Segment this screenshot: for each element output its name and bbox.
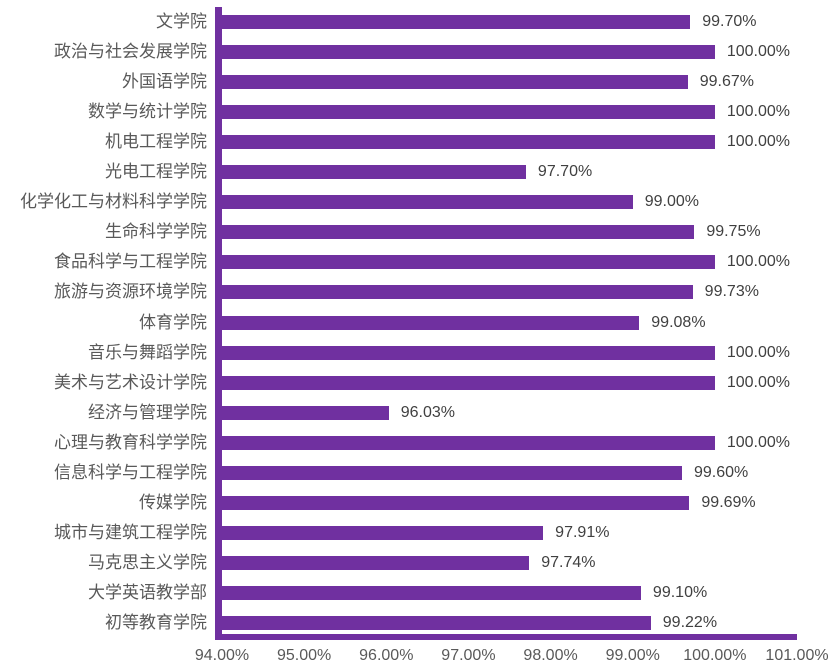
- bar: [222, 615, 651, 630]
- category-label: 美术与艺术设计学院: [54, 372, 207, 392]
- bar: [222, 465, 682, 480]
- value-label: 99.69%: [701, 493, 756, 511]
- bar: [222, 165, 526, 180]
- value-label: 99.73%: [704, 283, 759, 301]
- bar: [222, 45, 715, 60]
- bar: [222, 435, 715, 450]
- bar: [222, 195, 633, 210]
- value-label: 100.00%: [726, 43, 791, 61]
- category-label: 大学英语教学部: [88, 582, 207, 602]
- category-label: 城市与建筑工程学院: [54, 522, 207, 542]
- bar: [222, 315, 640, 330]
- bar: [222, 255, 715, 270]
- bar: [222, 345, 715, 360]
- bar: [222, 555, 530, 570]
- x-tick-label: 100.00%: [683, 647, 747, 664]
- x-tick-label: 94.00%: [194, 647, 250, 664]
- value-label: 99.22%: [662, 613, 718, 631]
- bar: [222, 225, 695, 240]
- category-label: 数学与统计学院: [88, 102, 207, 122]
- category-label: 音乐与舞蹈学院: [88, 342, 207, 362]
- value-label: 96.03%: [400, 403, 456, 421]
- value-label: 99.75%: [706, 223, 761, 241]
- category-label: 食品科学与工程学院: [54, 252, 207, 272]
- category-label: 心理与教育科学学院: [54, 432, 207, 452]
- category-label: 政治与社会发展学院: [54, 42, 207, 62]
- bar: [222, 135, 715, 150]
- value-label: 100.00%: [726, 103, 791, 121]
- value-label: 100.00%: [726, 133, 791, 151]
- bar: [222, 75, 688, 90]
- value-label: 99.67%: [699, 73, 755, 91]
- x-tick-label: 101.00%: [765, 647, 829, 664]
- value-label: 100.00%: [726, 373, 791, 391]
- bar: [222, 525, 544, 540]
- value-label: 100.00%: [726, 433, 791, 451]
- value-label: 97.74%: [541, 553, 596, 571]
- x-axis-line: [215, 634, 797, 640]
- value-label: 99.60%: [694, 463, 749, 481]
- value-label: 99.70%: [702, 13, 757, 31]
- x-tick-label: 95.00%: [277, 647, 332, 664]
- bar: [222, 15, 691, 30]
- value-label: 99.10%: [652, 583, 708, 601]
- value-label: 100.00%: [726, 343, 791, 361]
- category-label: 机电工程学院: [105, 132, 207, 152]
- bar: [222, 405, 389, 420]
- x-tick-label: 98.00%: [523, 647, 578, 664]
- value-label: 99.00%: [644, 193, 699, 211]
- value-label: 100.00%: [726, 253, 791, 271]
- y-axis-line: [215, 7, 222, 640]
- x-tick-label: 96.00%: [359, 647, 414, 664]
- category-label: 化学化工与材料科学学院: [20, 192, 207, 212]
- category-label: 光电工程学院: [105, 162, 207, 182]
- category-label: 生命科学学院: [105, 222, 207, 242]
- value-label: 97.70%: [537, 163, 593, 181]
- category-label: 旅游与资源环境学院: [54, 282, 207, 302]
- bar: [222, 375, 715, 390]
- category-label: 信息科学与工程学院: [54, 462, 207, 482]
- bar: [222, 105, 715, 120]
- category-label: 外国语学院: [122, 72, 207, 92]
- bar: [222, 585, 641, 600]
- value-label: 97.91%: [555, 523, 610, 541]
- category-label: 马克思主义学院: [88, 552, 207, 572]
- x-tick-label: 97.00%: [441, 647, 496, 664]
- category-label: 体育学院: [139, 312, 207, 332]
- bar: [222, 285, 693, 300]
- value-label: 99.08%: [651, 313, 706, 331]
- category-label: 经济与管理学院: [88, 402, 207, 422]
- category-label: 文学院: [156, 12, 207, 32]
- x-tick-label: 99.00%: [605, 647, 660, 664]
- category-label: 传媒学院: [139, 492, 207, 512]
- bar: [222, 495, 690, 510]
- category-label: 初等教育学院: [105, 612, 207, 632]
